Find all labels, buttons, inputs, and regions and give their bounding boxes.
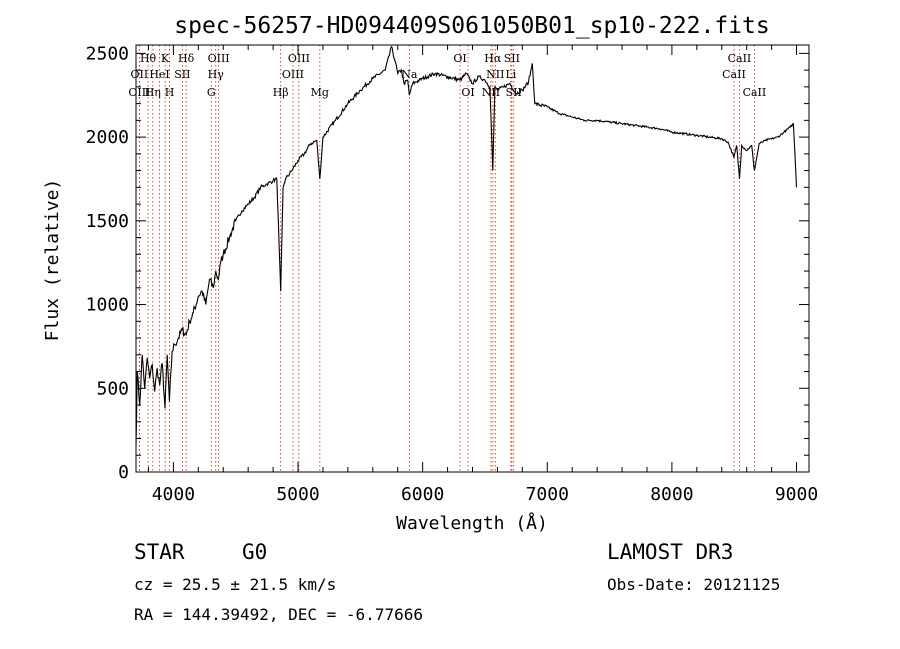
x-tick-label: 4000: [152, 484, 195, 505]
object-class: STAR: [134, 540, 185, 564]
line-marker-label: Li: [505, 68, 516, 81]
line-marker-label: SII: [174, 68, 190, 81]
spectrum-line: [135, 45, 798, 447]
y-tick-label: 2000: [86, 127, 129, 148]
line-marker-label: G: [207, 86, 216, 99]
x-tick-label: 7000: [526, 484, 569, 505]
line-marker-label: NII: [482, 86, 500, 99]
line-marker-label: SII: [504, 52, 520, 65]
x-tick-label: 9000: [775, 484, 818, 505]
y-tick-label: 2500: [86, 43, 129, 64]
line-marker-label: SII: [506, 86, 522, 99]
coordinates: RA = 144.39492, DEC = -6.77666: [134, 605, 423, 624]
line-marker-label: CaII: [743, 86, 767, 99]
line-marker-label: Na: [401, 68, 418, 81]
line-marker-label: NII: [486, 68, 504, 81]
line-marker-label: Hγ: [208, 68, 225, 81]
y-tick-label: 1000: [86, 295, 129, 316]
line-marker-labels: Hθ OII OIII HeI Hη K SII H Hδ OIII Hγ G Hβ OIII OIII Mg…: [128, 52, 766, 99]
object-subclass: G0: [242, 540, 267, 564]
x-tick-label: 6000: [401, 484, 444, 505]
observation-date: Obs-Date: 20121125: [607, 575, 780, 594]
y-axis-ticks: 0 500 1000 1500 2000 2500: [86, 43, 809, 483]
line-marker-label: OI: [461, 86, 474, 99]
line-marker-label: K: [161, 52, 170, 65]
line-marker-label: Hδ: [178, 52, 195, 65]
line-marker-label: OI: [453, 52, 466, 65]
line-marker-label: Mg: [311, 86, 329, 99]
line-marker-label: Hα: [484, 52, 502, 65]
line-marker-label: OIII: [208, 52, 230, 65]
line-marker-label: OIII: [282, 68, 304, 81]
x-axis-label: Wavelength (Å): [396, 512, 548, 534]
line-marker-label: Hβ: [273, 86, 289, 99]
chart-title: spec-56257-HD094409S061050B01_sp10-222.f…: [174, 13, 769, 39]
survey-name: LAMOST DR3: [607, 540, 733, 564]
redshift-info: cz = 25.5 ± 21.5 km/s: [134, 575, 336, 594]
y-axis-label: Flux (relative): [42, 179, 63, 342]
line-marker-label: Hθ: [140, 52, 157, 65]
line-marker-label: CaII: [722, 68, 746, 81]
line-marker-label: H: [165, 86, 175, 99]
line-marker-label: OIII: [288, 52, 310, 65]
line-markers: [138, 45, 755, 472]
line-marker-label: CaII: [728, 52, 752, 65]
y-tick-label: 500: [96, 378, 129, 399]
line-marker-label: OII: [131, 68, 149, 81]
line-marker-label: HeI: [149, 68, 169, 81]
line-marker-label: Hη: [145, 86, 161, 99]
y-tick-label: 0: [118, 462, 129, 483]
y-tick-label: 1500: [86, 211, 129, 232]
x-tick-label: 8000: [650, 484, 693, 505]
plot-frame: [135, 44, 810, 473]
line-marker-label: OIII: [128, 86, 150, 99]
x-tick-label: 5000: [276, 484, 319, 505]
x-axis-ticks: 4000 5000 6000 7000 8000 9000: [147, 45, 818, 505]
